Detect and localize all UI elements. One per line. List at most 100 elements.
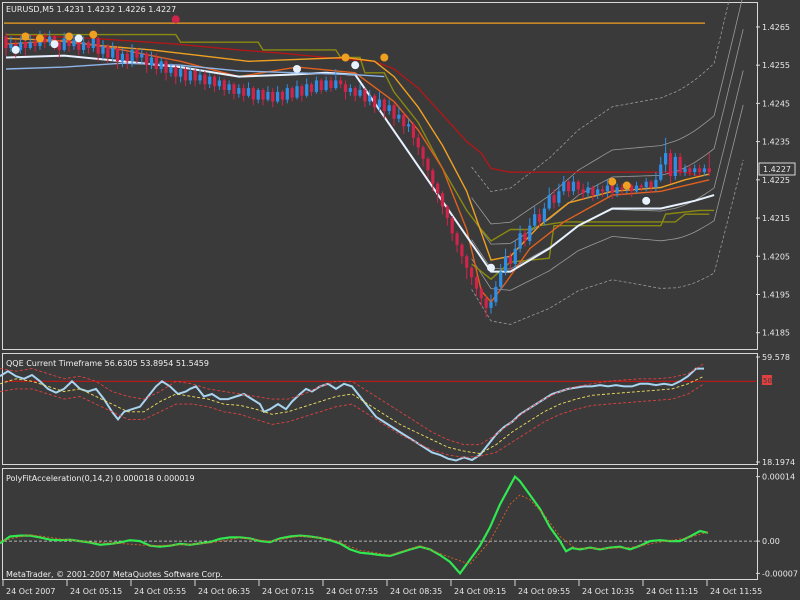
- candle-body: [314, 80, 318, 92]
- price-axis: 1.4265 1.4255 1.4245 1.4235 1.4225 1.4215 1.42…: [756, 23, 790, 338]
- candle-body: [416, 137, 420, 148]
- candle-body: [513, 248, 517, 264]
- candle-body: [101, 46, 105, 54]
- acceleration-tick-label: 0.00: [762, 537, 780, 546]
- candle-body: [440, 193, 445, 207]
- signal-dot: [171, 15, 180, 24]
- candle-body: [227, 84, 231, 90]
- candle-body: [528, 225, 532, 241]
- candle-body: [377, 99, 382, 108]
- signal-dot: [50, 40, 59, 49]
- candle-body: [159, 61, 163, 69]
- candle-body: [232, 84, 236, 94]
- candle-body: [120, 53, 124, 62]
- candle-body: [130, 49, 134, 62]
- time-tick-label: 24 Oct 2007: [6, 587, 55, 596]
- candle-body: [460, 244, 464, 257]
- time-tick-label: 24 Oct 09:55: [518, 587, 570, 596]
- time-tick-label: 24 Oct 05:15: [70, 587, 122, 596]
- price-channel-line: [471, 0, 730, 193]
- candle-body: [67, 38, 71, 47]
- signal-dot: [622, 181, 631, 190]
- candle-body: [271, 91, 275, 102]
- candle-body: [450, 218, 454, 234]
- candle-body: [203, 74, 207, 85]
- candle-body: [397, 114, 401, 119]
- time-tick-label: 24 Oct 11:15: [646, 587, 698, 596]
- candle-body: [678, 156, 682, 173]
- price-tick-label: 1.4245: [762, 99, 790, 108]
- price-tick-label: 1.4195: [762, 290, 790, 299]
- candle-body: [697, 168, 702, 173]
- candle-body: [174, 67, 178, 77]
- candle-body: [179, 68, 183, 77]
- signal-dot: [642, 196, 651, 205]
- candle-body: [382, 99, 386, 112]
- candle-body: [571, 181, 576, 192]
- acceleration-panel-frame: [2, 468, 758, 580]
- time-tick-label: 24 Oct 08:35: [390, 587, 442, 596]
- candle-body: [266, 91, 270, 100]
- candle-body: [576, 181, 580, 190]
- candle-body: [106, 46, 110, 58]
- acceleration-panel[interactable]: PolyFitAcceleration(0,14,2) 0.000018 0.0…: [0, 468, 798, 580]
- candle-body: [489, 302, 493, 308]
- candle-body: [600, 189, 605, 192]
- candle-body: [149, 57, 154, 66]
- qqe-panel[interactable]: QQE Current Timeframe 56.6305 53.8954 51…: [0, 353, 795, 467]
- candle-body: [411, 124, 415, 138]
- price-overlay-line: [471, 209, 715, 281]
- candle-body: [23, 42, 27, 48]
- time-tick-label: 24 Oct 10:35: [582, 587, 634, 596]
- qqe-tick-label: 18.1974: [762, 458, 795, 467]
- candle-body: [557, 191, 561, 203]
- candle-body: [654, 179, 658, 188]
- candle-body: [353, 88, 357, 96]
- time-axis: 24 Oct 2007 24 Oct 05:15 24 Oct 05:55 24 Oc…: [2, 580, 762, 596]
- candle-body: [358, 90, 362, 96]
- candle-body: [86, 42, 91, 48]
- candle-body: [188, 70, 192, 81]
- price-tick-label: 1.4225: [762, 176, 790, 185]
- candle-body: [4, 36, 8, 48]
- candle-body: [673, 156, 677, 176]
- candle-body: [256, 90, 260, 100]
- candle-body: [605, 185, 609, 192]
- candle-body: [329, 80, 333, 89]
- qqe-series-line: [0, 363, 705, 446]
- candle-body: [82, 42, 86, 50]
- candle-body: [62, 38, 66, 50]
- time-tick-label: 24 Oct 11:55: [710, 587, 762, 596]
- qqe-tick-label: 59.578: [762, 353, 790, 362]
- candle-body: [693, 168, 697, 173]
- candle-body: [683, 168, 687, 173]
- signal-dot: [341, 53, 350, 62]
- candle-body: [72, 40, 76, 47]
- candle-body: [664, 153, 668, 165]
- copyright-text: MetaTrader, © 2001-2007 MetaQuotes Softw…: [6, 570, 223, 579]
- price-panel[interactable]: EURUSD,M5 1.4231 1.4232 1.4226 1.4227 1.…: [2, 0, 796, 350]
- candle-body: [285, 88, 289, 100]
- candle-body: [562, 181, 566, 192]
- candle-body: [77, 40, 81, 50]
- time-tick-label: 24 Oct 06:35: [198, 587, 250, 596]
- candle-body: [702, 168, 706, 173]
- candle-body: [334, 80, 338, 89]
- candle-body: [387, 105, 391, 112]
- acceleration-tick-label: -0.00007: [762, 569, 798, 578]
- current-price-label: 1.4227: [763, 165, 791, 174]
- price-tick-label: 1.4255: [762, 61, 790, 70]
- price-tick-label: 1.4235: [762, 138, 790, 147]
- candle-body: [164, 61, 168, 73]
- candle-body: [300, 86, 304, 96]
- candle-body: [586, 187, 590, 194]
- candle-body: [324, 80, 328, 90]
- candle-body: [479, 288, 483, 299]
- candle-body: [43, 38, 47, 43]
- signal-dot: [11, 45, 20, 54]
- candle-body: [246, 88, 251, 96]
- time-tick-label: 24 Oct 05:55: [134, 587, 186, 596]
- candle-body: [518, 233, 522, 249]
- candle-body: [639, 185, 643, 188]
- candle-body: [552, 195, 556, 203]
